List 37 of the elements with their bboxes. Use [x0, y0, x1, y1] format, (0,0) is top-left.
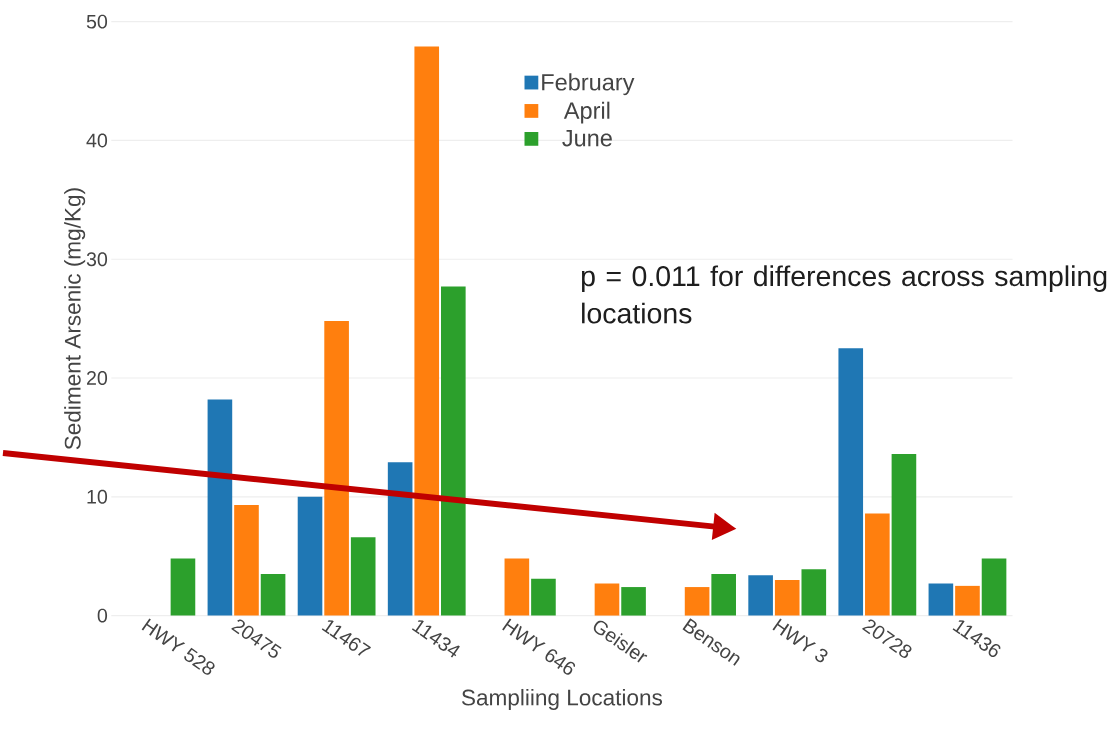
- bar: [594, 583, 620, 616]
- bar: [234, 505, 259, 616]
- y-tick-label: 30: [86, 252, 108, 267]
- bar: [170, 558, 196, 616]
- bar: [865, 513, 890, 616]
- bar: [414, 46, 440, 616]
- bar: [350, 537, 376, 616]
- y-tick-label: 10: [87, 490, 108, 504]
- bar: [684, 587, 710, 616]
- bar: [981, 558, 1007, 616]
- bar: [838, 348, 864, 616]
- y-axis-title: Sediment Arsenic (mg/Kg): [64, 188, 86, 450]
- y-tick-label: 50: [86, 14, 108, 29]
- bar: [207, 399, 233, 616]
- bar: [801, 569, 827, 616]
- bar: [387, 462, 413, 616]
- bar: [711, 574, 736, 616]
- legend-label: June: [562, 130, 612, 147]
- bar: [955, 586, 980, 616]
- x-axis-title: Sampliing Locations: [461, 689, 663, 711]
- y-tick-label: 20: [87, 371, 108, 386]
- bar: [504, 558, 530, 616]
- bar: [260, 574, 286, 616]
- legend-label: April: [563, 101, 610, 124]
- bar: [441, 286, 466, 616]
- bar: [748, 575, 773, 616]
- bar: [621, 587, 646, 616]
- annotation: p = 0.011 for differences across sampling locations: [581, 265, 1107, 324]
- y-tick-label: 40: [86, 133, 108, 148]
- bar: [928, 583, 954, 616]
- bar: [324, 321, 349, 616]
- bar: [891, 454, 917, 616]
- y-tick-label: 0: [97, 608, 108, 623]
- bar: [774, 580, 800, 616]
- legend-label: February: [542, 73, 635, 96]
- bar: [297, 496, 323, 616]
- bar: [531, 578, 556, 616]
